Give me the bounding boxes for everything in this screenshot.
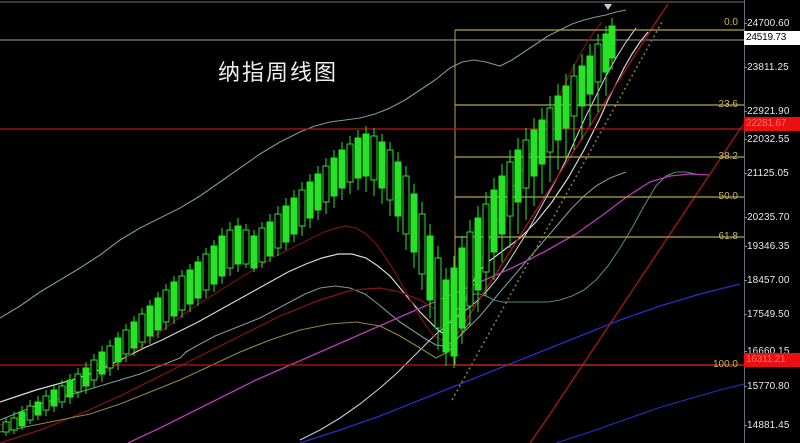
axis-tick: 19346.35 xyxy=(744,242,799,252)
price-chart-plot[interactable]: 纳指周线图 xyxy=(0,0,744,443)
resistance-price-tag[interactable]: 22281.67 xyxy=(744,117,800,131)
top-marker-icon xyxy=(604,4,612,10)
grid-lines xyxy=(0,1,744,41)
fib-label-236[interactable]: 23.6 xyxy=(718,99,738,110)
fib-label-500[interactable]: 50.0 xyxy=(718,191,738,202)
axis-tick: 22921.90 xyxy=(744,107,799,117)
axis-tick: 18457.00 xyxy=(744,276,799,286)
axis-tick: 22032.55 xyxy=(744,135,799,145)
axis-tick: 17549.50 xyxy=(744,310,799,320)
axis-tick: 16660.15 xyxy=(744,347,799,357)
axis-vertical-rule xyxy=(744,0,745,443)
fib-label-382[interactable]: 38.2 xyxy=(718,151,738,162)
bollinger-upper-band xyxy=(0,9,627,319)
axis-tick: 23811.25 xyxy=(744,63,799,73)
ma-olive-lowline xyxy=(0,321,471,433)
axis-tick: 21125.05 xyxy=(744,169,799,179)
ma-olive-dotted-line xyxy=(451,21,663,401)
bollinger-lower-band xyxy=(0,171,627,421)
fib-label-618[interactable]: 61.8 xyxy=(718,231,738,242)
ma-grey-secondary-line xyxy=(299,27,637,441)
candlestick-series[interactable] xyxy=(2,18,616,436)
fib-label-0[interactable]: 0.0 xyxy=(724,17,738,28)
chart-title: 纳指周线图 xyxy=(218,61,338,86)
trendline-darkred xyxy=(0,3,744,443)
ma-white-line xyxy=(0,31,649,403)
ma-teal-line xyxy=(443,171,697,331)
red-price-lines[interactable] xyxy=(0,128,744,366)
fib-label-1000[interactable]: 100.0 xyxy=(712,359,738,370)
price-axis[interactable]: 24700.60 23811.25 22921.90 22032.55 2112… xyxy=(744,0,800,443)
support-price-tag[interactable]: 16311.21 xyxy=(744,353,800,367)
axis-tick: 24700.60 xyxy=(744,19,799,29)
current-price-tag[interactable]: 24519.73 xyxy=(744,31,800,45)
axis-tick: 14881.45 xyxy=(744,421,799,431)
chart-canvas: 纳指周线图 xyxy=(0,1,744,443)
axis-tick: 15770.80 xyxy=(744,382,799,392)
axis-tick: 20235.70 xyxy=(744,213,799,223)
ma-blue-line xyxy=(299,283,744,443)
